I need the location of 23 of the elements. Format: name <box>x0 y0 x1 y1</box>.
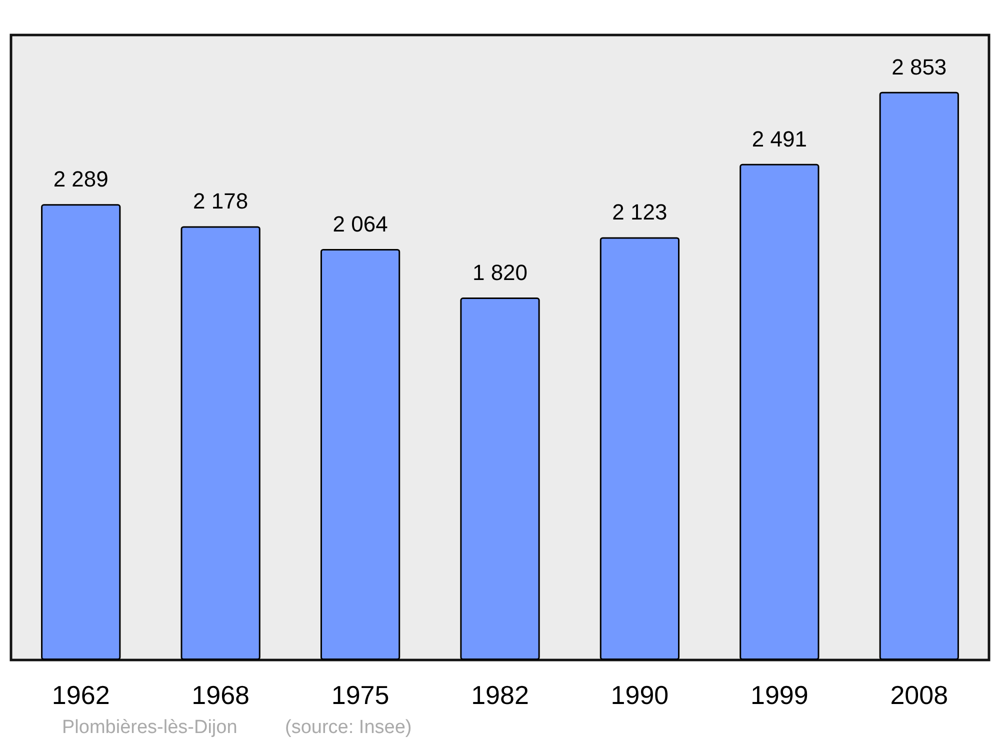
text: Plombières-lès-Dijon <box>62 717 238 738</box>
data-label: 2 178 <box>193 188 248 214</box>
bar <box>600 237 680 660</box>
bar <box>41 204 121 660</box>
text: (source: Insee) <box>285 717 412 738</box>
data-label: 2 123 <box>612 200 668 225</box>
data-label: 2 289 <box>53 166 108 192</box>
x-tick-label: 2008 <box>890 680 948 710</box>
data-label: 2 491 <box>752 126 807 152</box>
bar <box>180 226 260 660</box>
x-tick-label: 1975 <box>331 680 390 710</box>
bar <box>320 248 400 660</box>
data-label: 2 064 <box>332 211 388 236</box>
x-tick-label: 1968 <box>192 680 250 710</box>
data-label: 1 820 <box>472 260 528 286</box>
bar <box>460 298 540 660</box>
data-label: 2 853 <box>892 54 947 80</box>
x-tick-label: 1990 <box>610 680 669 710</box>
x-tick-label: 1999 <box>750 680 808 710</box>
x-tick-label: 1962 <box>52 680 110 710</box>
bar <box>740 164 820 660</box>
bar <box>879 92 959 660</box>
x-tick-label: 1982 <box>471 680 529 710</box>
